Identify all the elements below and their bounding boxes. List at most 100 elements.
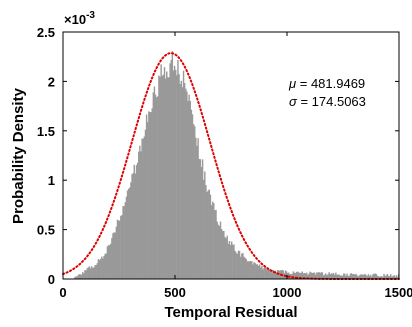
- histogram-bar: [211, 201, 214, 279]
- histogram-bar: [190, 109, 193, 279]
- histogram-bar: [248, 261, 251, 279]
- histogram-bar: [374, 273, 376, 279]
- histogram-bar: [299, 272, 301, 279]
- histogram-bar: [76, 276, 78, 279]
- histogram-bar: [217, 224, 219, 279]
- histogram-bar: [348, 275, 351, 279]
- mu-annotation: μ = 481.9469: [288, 76, 365, 91]
- histogram-bar: [138, 151, 140, 279]
- histogram-bar: [246, 261, 249, 279]
- histogram-bar: [241, 253, 243, 279]
- histogram-bar: [88, 266, 91, 279]
- histogram-bar: [363, 274, 365, 279]
- histogram-bar: [234, 250, 236, 279]
- histogram-bar: [358, 275, 361, 279]
- histogram-bar: [213, 203, 215, 279]
- histogram-bar: [390, 274, 392, 279]
- histogram-bar: [344, 273, 346, 279]
- histogram-bar: [115, 226, 118, 279]
- histogram-bar: [322, 275, 325, 279]
- histogram-bar: [359, 274, 362, 279]
- histogram-bar: [330, 273, 333, 279]
- histogram-bar: [170, 59, 172, 279]
- histogram-bar: [201, 159, 204, 279]
- histogram-bar: [145, 114, 148, 280]
- histogram-bar: [235, 252, 237, 279]
- histogram-bar: [298, 272, 300, 279]
- histogram-bar: [135, 165, 138, 279]
- histogram-bar: [243, 256, 245, 279]
- histogram-bar: [364, 273, 366, 279]
- histogram-bar: [260, 267, 262, 279]
- histogram-bar: [293, 272, 296, 279]
- histogram-bar: [357, 276, 359, 279]
- histogram-bar: [226, 235, 228, 279]
- histogram-bar: [79, 274, 82, 279]
- histogram-bar: [102, 258, 104, 279]
- histogram-bar: [284, 270, 287, 279]
- y-tick-label: 0: [48, 272, 55, 287]
- histogram-bar: [377, 276, 380, 279]
- histogram-bar: [379, 276, 382, 279]
- histogram-bar: [317, 272, 319, 279]
- y-tick-label: 1: [48, 173, 55, 188]
- histogram-bar: [302, 273, 305, 279]
- histogram-bar: [304, 273, 307, 279]
- histogram-bar: [282, 270, 284, 279]
- histogram-bar: [185, 88, 187, 280]
- histogram-bar: [189, 100, 191, 279]
- histogram-bar: [254, 263, 256, 279]
- histogram-bar: [386, 273, 389, 279]
- y-tick-label: 1.5: [37, 124, 55, 139]
- histogram-bar: [220, 229, 223, 279]
- histogram-bar: [279, 270, 281, 279]
- histogram-bar: [229, 245, 232, 279]
- histogram-bar: [168, 77, 170, 280]
- histogram-bar: [227, 243, 230, 279]
- histogram-bar: [252, 264, 254, 279]
- histogram-bar: [242, 253, 244, 279]
- histogram-bar: [205, 185, 207, 279]
- histogram-bar: [253, 262, 255, 279]
- histogram-bar: [106, 246, 109, 279]
- histogram-bar: [86, 268, 88, 279]
- histogram-bar: [366, 276, 368, 279]
- histogram-bar: [171, 51, 174, 279]
- histogram-bar: [120, 215, 122, 279]
- histogram-bar: [355, 273, 357, 279]
- histogram-bar: [161, 75, 163, 279]
- histogram-bar: [244, 257, 246, 279]
- histogram-bar: [255, 264, 258, 279]
- histogram-bar: [149, 112, 151, 279]
- histogram-bar: [96, 263, 99, 279]
- histogram-bar: [103, 255, 105, 279]
- histogram-bar: [204, 171, 206, 279]
- histogram-bar: [94, 265, 96, 279]
- histogram-bar: [83, 273, 85, 279]
- histogram-bar: [266, 268, 269, 279]
- histogram-bar: [176, 75, 178, 279]
- histogram-bar: [297, 271, 299, 279]
- histogram-bar: [192, 124, 195, 279]
- histogram-bar: [134, 173, 137, 279]
- histogram-bar: [182, 70, 185, 279]
- histogram-bar: [382, 276, 384, 279]
- histogram-bar: [336, 274, 338, 279]
- histogram-bar: [141, 138, 143, 279]
- histogram-bar: [383, 273, 385, 279]
- histogram-bar: [395, 275, 398, 279]
- histogram-bar: [232, 244, 234, 279]
- histogram-bar: [367, 274, 370, 279]
- histogram-bar: [75, 276, 77, 279]
- histogram-bar: [392, 275, 394, 279]
- histogram-bar: [194, 126, 196, 280]
- histogram-bar: [117, 220, 120, 279]
- histogram-bar: [328, 272, 330, 279]
- histogram-bar: [163, 67, 166, 280]
- histogram-bar: [307, 274, 309, 279]
- histogram-bar: [274, 270, 277, 279]
- histogram-bar: [360, 274, 363, 279]
- y-axis-exponent: ×10-3: [64, 10, 95, 27]
- x-axis-label: Temporal Residual: [164, 304, 297, 321]
- histogram-bar: [339, 275, 342, 279]
